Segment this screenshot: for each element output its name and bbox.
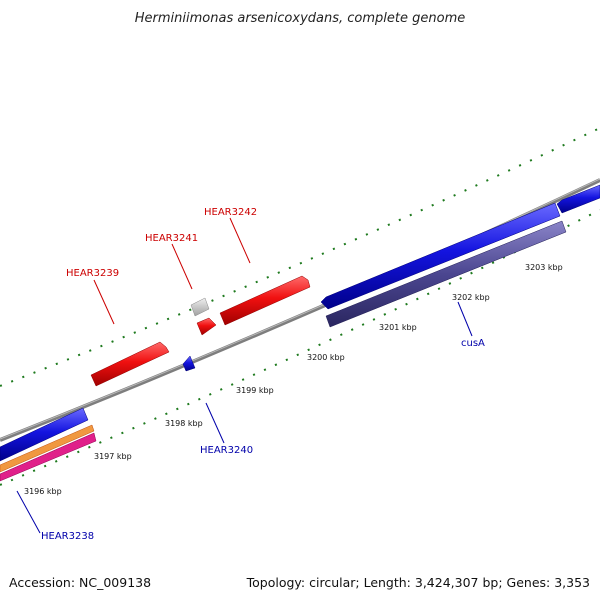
gene-labels: HEAR3239 HEAR3241 HEAR3242 HEAR3240 cusA… xyxy=(41,207,485,542)
gene-next[interactable] xyxy=(556,184,600,214)
label-hear3239[interactable]: HEAR3239 xyxy=(66,268,119,279)
tick-label-3198: 3198 kbp xyxy=(165,419,203,428)
gene-hear3240[interactable] xyxy=(182,355,196,372)
gene-hear3241[interactable] xyxy=(196,317,217,336)
label-hear3240[interactable]: HEAR3240 xyxy=(200,445,253,456)
tick-label-3197: 3197 kbp xyxy=(94,452,132,461)
tick-label-3199: 3199 kbp xyxy=(236,386,274,395)
tick-label-3201: 3201 kbp xyxy=(379,323,417,332)
tick-label-3196: 3196 kbp xyxy=(24,487,62,496)
gene-hear3239[interactable] xyxy=(90,341,170,387)
genome-backbone xyxy=(0,178,600,442)
label-hear3242[interactable]: HEAR3242 xyxy=(204,207,257,218)
tick-label-3200: 3200 kbp xyxy=(307,353,345,362)
label-cusA[interactable]: cusA xyxy=(461,338,485,349)
tick-labels: 3196 kbp 3197 kbp 3198 kbp 3199 kbp 3200… xyxy=(24,263,563,496)
label-hear3241[interactable]: HEAR3241 xyxy=(145,233,198,244)
label-leaders xyxy=(16,217,473,534)
outer-tick-track xyxy=(0,127,600,387)
gene-cusA[interactable] xyxy=(325,220,567,328)
gene-hear3238-blue[interactable] xyxy=(0,407,89,462)
gene-hear3238-pink[interactable] xyxy=(0,432,97,482)
gene-cusA-upstream[interactable] xyxy=(320,202,561,310)
tick-label-3202: 3202 kbp xyxy=(452,293,490,302)
gene-hear3238-orange[interactable] xyxy=(0,424,95,473)
gene-hear3241-marker xyxy=(190,297,210,317)
topology-text: Topology: circular; Length: 3,424,307 bp… xyxy=(246,575,590,590)
accession-text: Accession: NC_009138 xyxy=(9,575,152,590)
tick-label-3203: 3203 kbp xyxy=(525,263,563,272)
label-hear3238[interactable]: HEAR3238 xyxy=(41,531,94,542)
map-title: Herminiimonas arsenicoxydans, complete g… xyxy=(134,11,466,26)
gene-hear3242[interactable] xyxy=(219,275,311,326)
